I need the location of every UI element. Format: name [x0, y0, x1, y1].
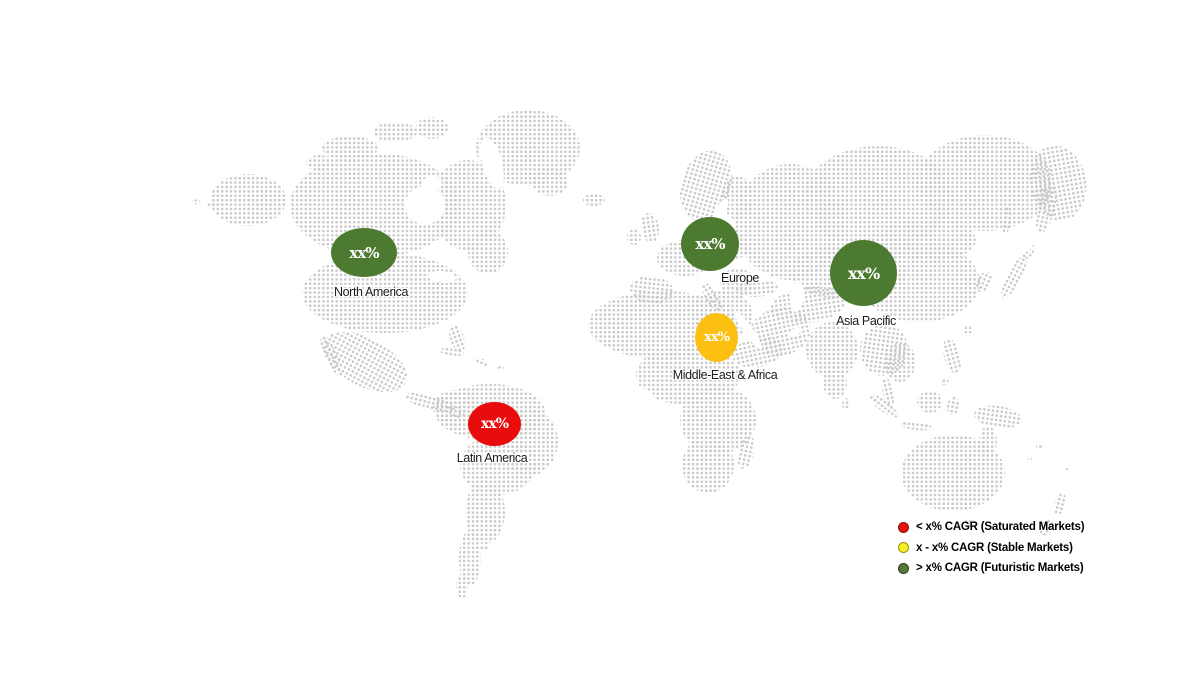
- region-label-north-america: North America: [334, 285, 408, 299]
- region-label-middle-east-africa: Middle-East & Africa: [672, 368, 778, 382]
- region-bubble-middle-east-africa: xx%: [695, 313, 738, 362]
- legend-item-stable: x - x% CAGR (Stable Markets): [898, 542, 1084, 555]
- region-value: xx%: [847, 263, 880, 283]
- legend-item-saturated: < x% CAGR (Saturated Markets): [898, 521, 1085, 534]
- legend-dot-yellow-icon: [898, 542, 909, 554]
- sea-cutouts: [405, 137, 1034, 408]
- region-bubble-asia-pacific: xx%: [830, 240, 897, 306]
- region-value: xx%: [481, 416, 509, 432]
- legend-dot-red-icon: [898, 521, 909, 533]
- legend-label: > x% CAGR (Futuristic Markets): [916, 562, 1084, 574]
- legend: < x% CAGR (Saturated Markets) x - x% CAG…: [898, 521, 1085, 583]
- legend-label: < x% CAGR (Saturated Markets): [916, 521, 1085, 533]
- region-value: xx%: [349, 243, 379, 262]
- region-label-latin-america: Latin America: [456, 451, 528, 465]
- region-label-asia-pacific: Asia Pacific: [836, 314, 896, 328]
- region-value: xx%: [695, 235, 725, 253]
- legend-label: x - x% CAGR (Stable Markets): [916, 541, 1073, 554]
- region-bubble-north-america: xx%: [331, 228, 397, 277]
- region-bubble-europe: xx%: [681, 217, 739, 271]
- region-bubble-latin-america: xx%: [468, 402, 521, 446]
- region-label-europe: Europe: [721, 271, 759, 285]
- legend-dot-green-icon: [898, 562, 909, 574]
- legend-item-futuristic: > x% CAGR (Futuristic Markets): [898, 562, 1084, 575]
- region-value: xx%: [704, 330, 730, 345]
